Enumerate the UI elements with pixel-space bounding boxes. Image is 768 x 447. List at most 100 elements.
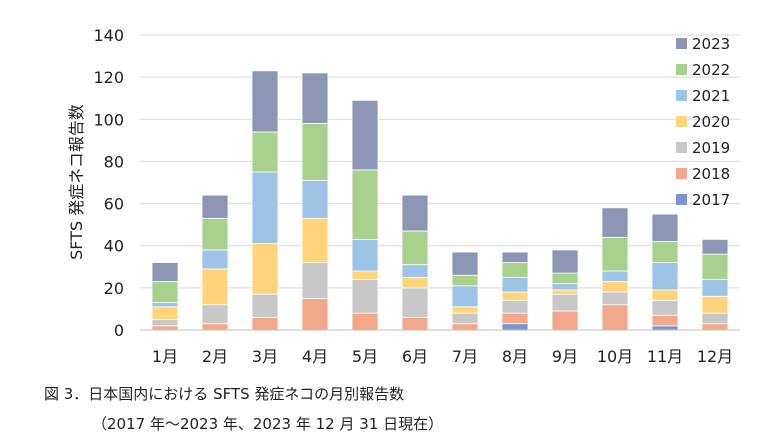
legend-label: 2022 — [692, 61, 730, 79]
x-tick-label: 12月 — [697, 347, 733, 366]
legend-swatch — [676, 38, 687, 49]
bar-segment-2021 — [301, 179, 329, 219]
stacked-bar-chart: 0 20 40 60 80 100 120 140 1月 2月 3月 4月 5月 6月 7月 8月 9月 10月… — [67, 26, 740, 366]
bar-segment-2021 — [151, 302, 179, 308]
bar-segment-2022 — [351, 169, 379, 240]
bar-segment-2021 — [701, 279, 729, 297]
bar-segment-2023 — [551, 249, 579, 274]
bar-segment-2019 — [601, 291, 629, 306]
bar-stack — [151, 262, 179, 331]
x-tick-label: 6月 — [402, 347, 428, 366]
bar-segment-2018 — [501, 312, 529, 325]
bar-stack — [551, 249, 579, 331]
bar-segment-2019 — [351, 279, 379, 314]
bar-segment-2022 — [301, 123, 329, 181]
y-tick-label: 80 — [104, 152, 124, 171]
x-axis-tick-labels: 1月 2月 3月 4月 5月 6月 7月 8月 9月 10月 11月 12月 — [152, 347, 733, 366]
y-axis-tick-labels: 0 20 40 60 80 100 120 140 — [93, 26, 124, 340]
bar-segment-2018 — [251, 316, 279, 331]
bar-segment-2021 — [501, 276, 529, 293]
bar-segment-2022 — [401, 230, 429, 266]
bar-segment-2022 — [701, 253, 729, 280]
bar-segment-2018 — [451, 323, 479, 331]
x-tick-label: 7月 — [452, 347, 478, 366]
bar-stack — [401, 194, 429, 331]
bar-stack — [651, 213, 679, 331]
x-tick-label: 9月 — [552, 347, 578, 366]
gridlines — [140, 34, 740, 289]
legend-item: 2022 — [676, 61, 730, 79]
x-tick-label: 8月 — [502, 347, 528, 366]
bar-segment-2022 — [201, 217, 229, 251]
bar-segment-2018 — [601, 304, 629, 331]
legend-label: 2019 — [692, 139, 730, 157]
bar-segment-2020 — [251, 243, 279, 295]
bar-segment-2019 — [551, 293, 579, 312]
bar-segment-2021 — [651, 262, 679, 291]
bar-segment-2023 — [501, 251, 529, 263]
bar-segment-2023 — [251, 70, 279, 133]
bar-segment-2020 — [351, 270, 379, 280]
bar-segment-2023 — [601, 207, 629, 238]
y-tick-label: 120 — [93, 68, 124, 87]
bars — [151, 70, 729, 331]
bar-segment-2020 — [151, 306, 179, 320]
bar-stack — [601, 207, 629, 331]
bar-segment-2021 — [401, 264, 429, 278]
bar-segment-2019 — [701, 312, 729, 325]
x-tick-label: 10月 — [597, 347, 633, 366]
bar-segment-2019 — [301, 262, 329, 299]
bar-segment-2018 — [301, 297, 329, 331]
bar-stack — [351, 99, 379, 331]
bar-segment-2018 — [701, 323, 729, 331]
bar-segment-2019 — [151, 319, 179, 327]
bar-segment-2020 — [501, 291, 529, 301]
legend-swatch — [676, 64, 687, 75]
bar-segment-2017 — [651, 325, 679, 331]
bar-segment-2020 — [651, 289, 679, 301]
y-tick-label: 140 — [93, 26, 124, 45]
bar-segment-2018 — [651, 314, 679, 327]
bar-segment-2023 — [451, 251, 479, 276]
legend-item: 2019 — [676, 139, 730, 157]
bar-segment-2020 — [701, 295, 729, 314]
bar-segment-2023 — [401, 194, 429, 232]
bar-stack — [251, 70, 279, 331]
legend-item: 2017 — [676, 191, 730, 209]
bar-segment-2017 — [501, 323, 529, 331]
y-tick-label: 60 — [104, 195, 124, 214]
y-tick-label: 20 — [104, 279, 124, 298]
bar-segment-2019 — [501, 300, 529, 314]
legend-item: 2023 — [676, 35, 730, 53]
bar-segment-2019 — [251, 293, 279, 318]
bar-segment-2018 — [201, 323, 229, 331]
bar-segment-2020 — [201, 268, 229, 306]
bar-segment-2021 — [251, 171, 279, 245]
bar-segment-2020 — [401, 276, 429, 289]
x-tick-label: 5月 — [352, 347, 378, 366]
x-tick-label: 3月 — [252, 347, 278, 366]
legend-swatch — [676, 168, 687, 179]
bar-segment-2019 — [451, 312, 479, 325]
bar-segment-2021 — [551, 283, 579, 291]
x-tick-label: 2月 — [202, 347, 228, 366]
legend: 2023 2022 2021 2020 2019 2018 2017 — [676, 35, 730, 209]
y-tick-label: 100 — [93, 110, 124, 129]
bar-segment-2020 — [451, 306, 479, 314]
x-tick-label: 4月 — [302, 347, 328, 366]
figure-caption: 図 3．日本国内における SFTS 発症ネコの月別報告数 — [44, 385, 405, 403]
bar-stack — [451, 251, 479, 331]
bar-segment-2023 — [201, 194, 229, 219]
bar-segment-2022 — [251, 131, 279, 173]
legend-swatch — [676, 116, 687, 127]
legend-swatch — [676, 90, 687, 101]
legend-label: 2017 — [692, 191, 730, 209]
legend-label: 2021 — [692, 87, 730, 105]
bar-segment-2023 — [701, 238, 729, 255]
legend-swatch — [676, 194, 687, 205]
bar-segment-2021 — [451, 285, 479, 308]
bar-segment-2020 — [301, 217, 329, 263]
x-tick-label: 11月 — [647, 347, 683, 366]
legend-item: 2020 — [676, 113, 730, 131]
bar-segment-2018 — [151, 325, 179, 331]
